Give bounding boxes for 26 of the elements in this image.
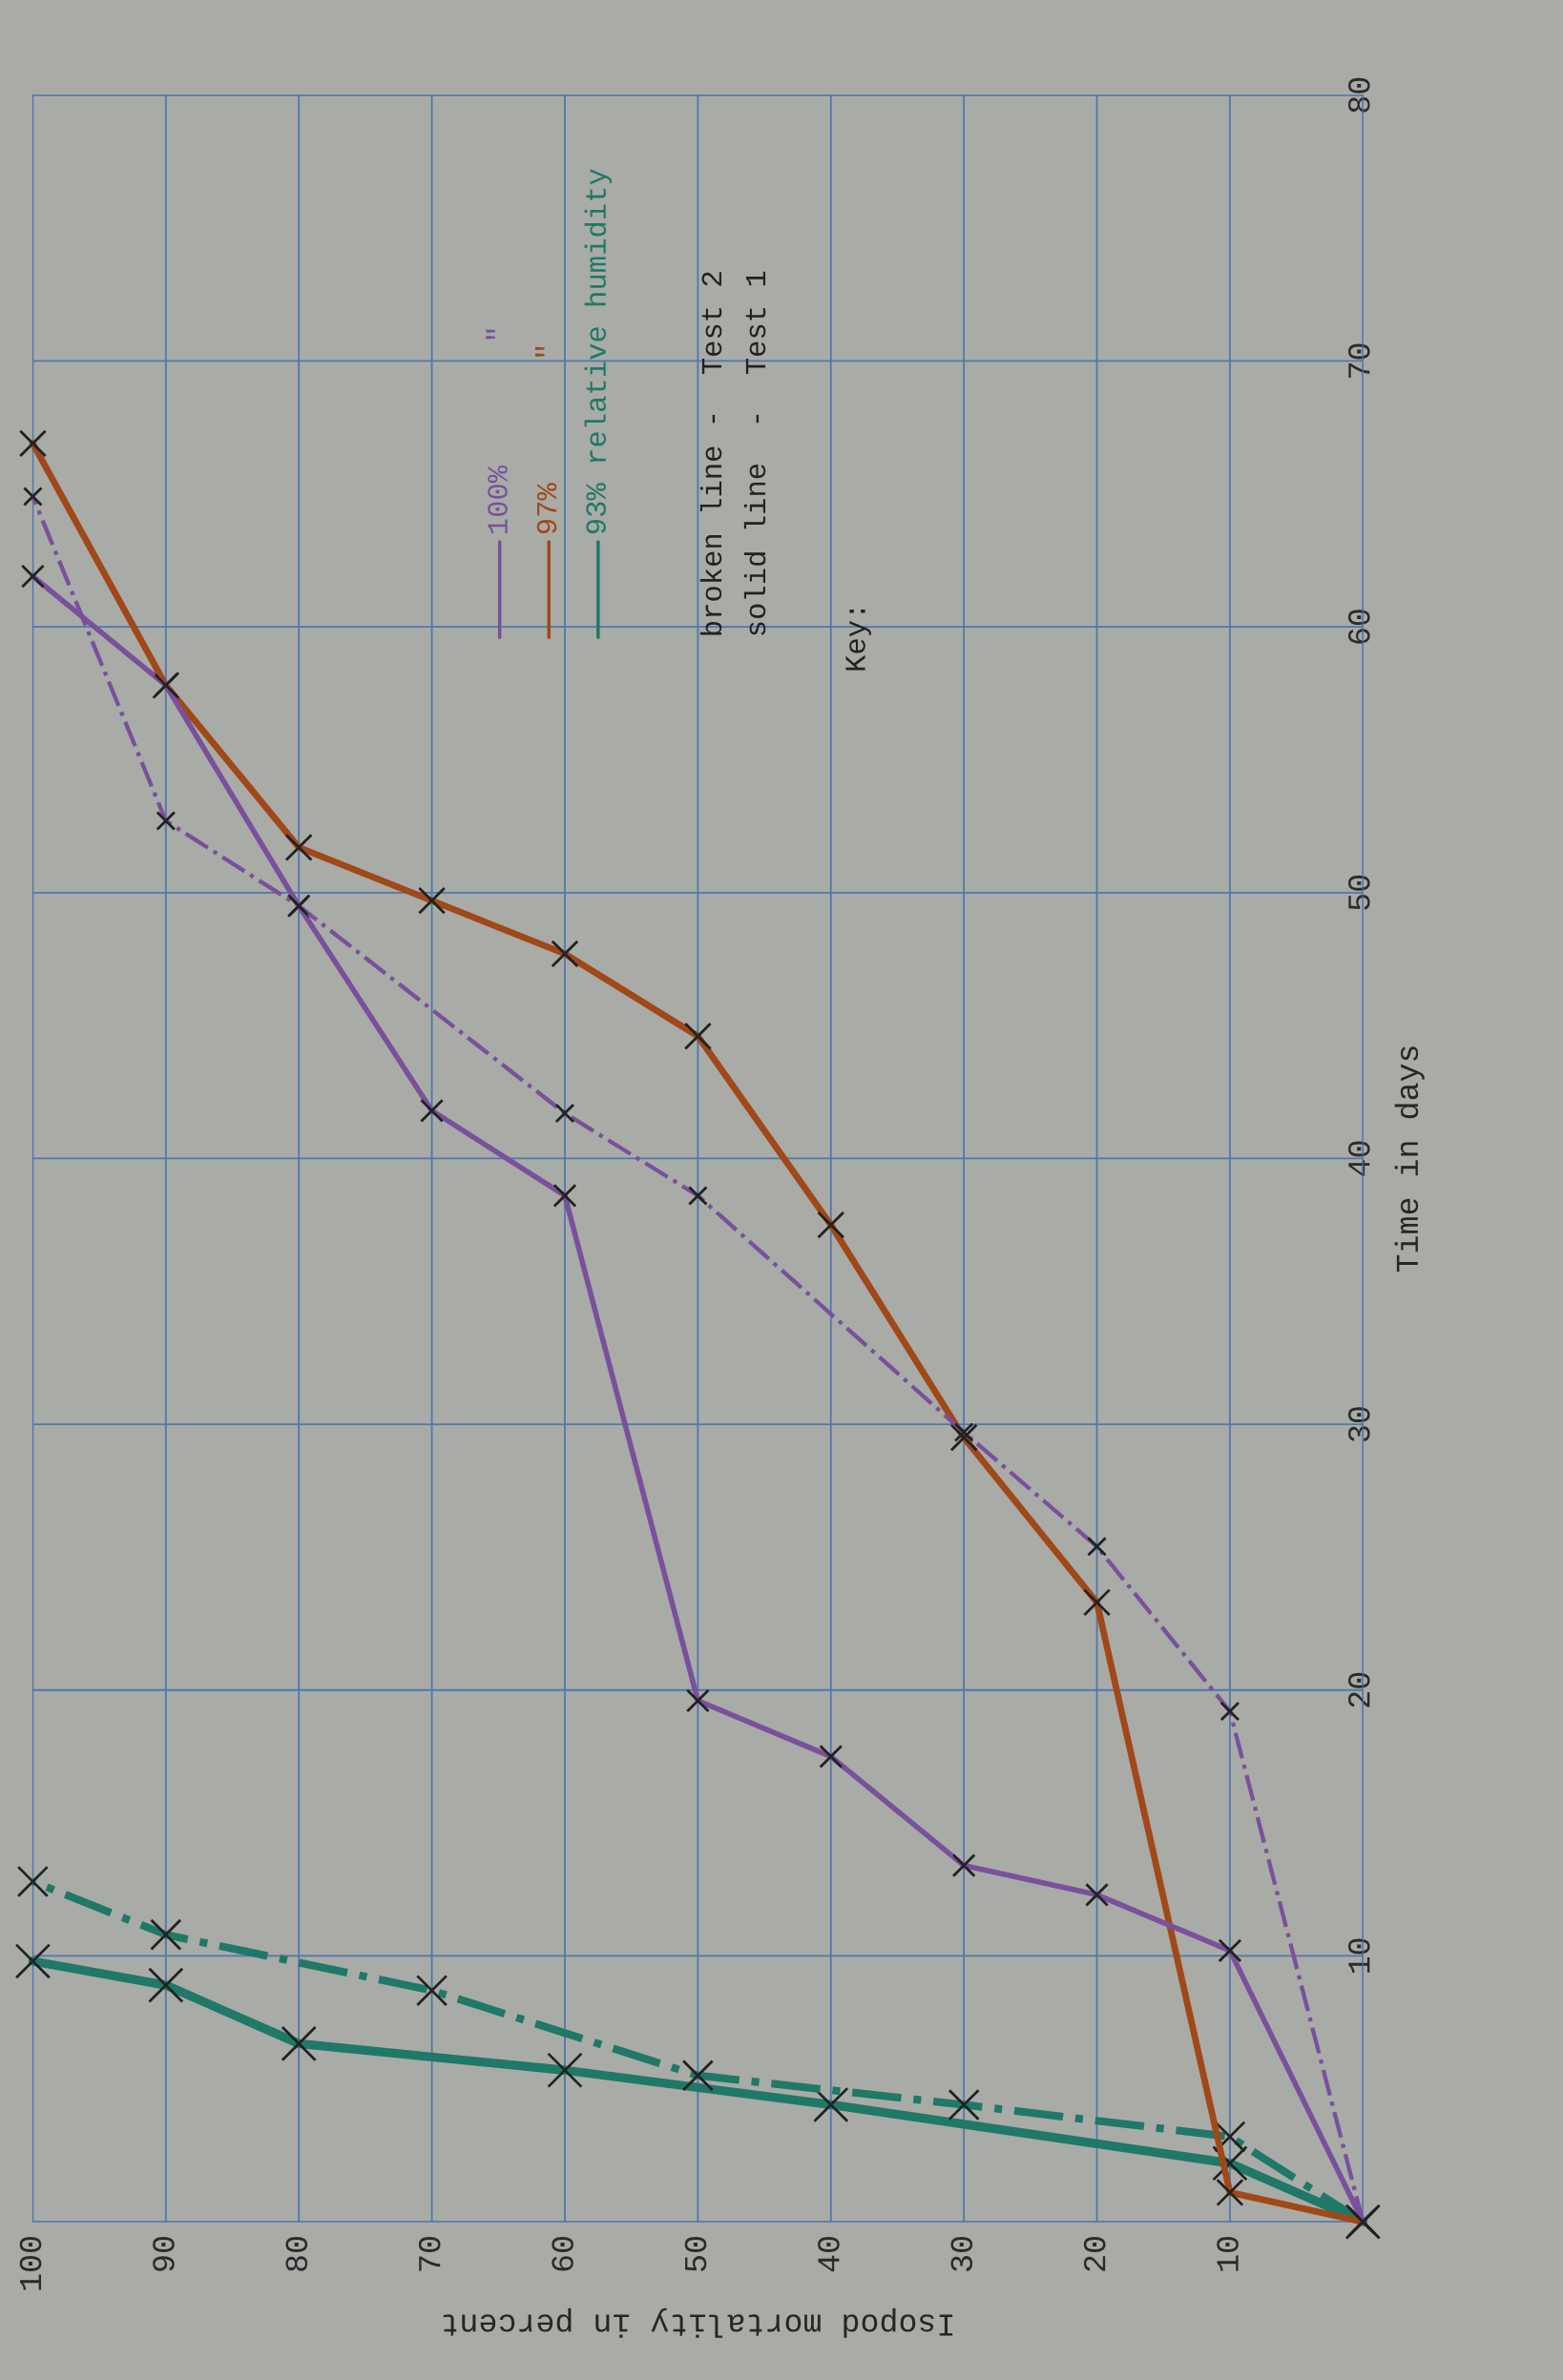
y-tick-label: 30 (1348, 1407, 1370, 1442)
x-tick-label: 10 (1217, 2237, 1239, 2271)
y-tick-label: 70 (1348, 343, 1370, 378)
y-tick-label: 50 (1348, 875, 1370, 910)
y-tick-label: 60 (1348, 610, 1370, 644)
x-tick-label: 90 (153, 2237, 175, 2271)
y-tick-label: 10 (1348, 1938, 1370, 1974)
x-tick-label: 100 (19, 2237, 42, 2290)
x-tick-label: 70 (418, 2237, 441, 2271)
x-axis-title: Isopod mortality in percent (443, 2308, 953, 2338)
x-tick-label: 30 (950, 2237, 973, 2271)
text: 97% " (535, 346, 557, 534)
annotation: solid line - Test 1 (743, 271, 766, 635)
y-tick-label: 80 (1348, 77, 1370, 113)
x-tick-label: 20 (1083, 2237, 1106, 2271)
text: 100% " (486, 329, 508, 534)
text: 93% relative humidity (584, 169, 613, 534)
y-tick-label: 20 (1348, 1672, 1370, 1707)
annotation: Key: (845, 610, 871, 671)
x-tick-label: 40 (818, 2237, 840, 2272)
x-tick-label: 50 (684, 2237, 707, 2271)
x-tick-label: 80 (285, 2237, 308, 2271)
y-tick-label: 40 (1348, 1141, 1370, 1176)
annotation: broken line - Test 2 (699, 272, 722, 635)
x-tick-label: 60 (552, 2237, 573, 2271)
y-axis-title: Time in days (1394, 1046, 1425, 1273)
